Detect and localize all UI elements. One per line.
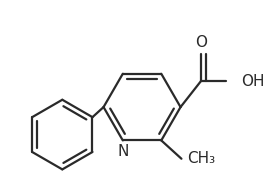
Text: N: N (117, 144, 129, 159)
Text: OH: OH (241, 74, 264, 89)
Text: CH₃: CH₃ (187, 151, 215, 166)
Text: O: O (195, 36, 207, 50)
